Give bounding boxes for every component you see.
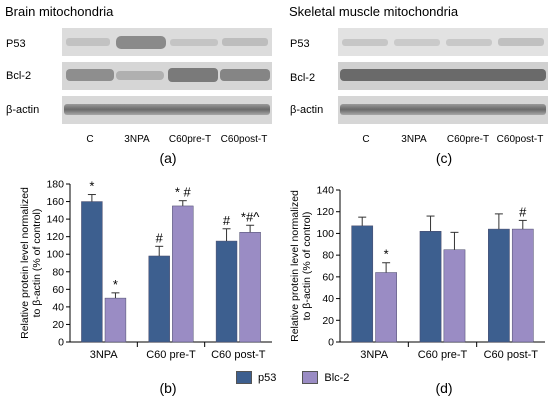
- y-tick-label: 120: [46, 231, 64, 243]
- blot-band: [498, 38, 544, 46]
- bar-p53: [351, 225, 374, 343]
- bar-p53: [488, 228, 510, 343]
- y-tick-label: 180: [46, 179, 64, 191]
- panel-letter-a: (a): [159, 150, 177, 166]
- significance-mark: *: [113, 277, 118, 292]
- significance-mark: *#^: [241, 209, 260, 224]
- lane-label-left-c60post: C60post-T: [220, 134, 268, 145]
- panel-letter-d: (d): [435, 380, 453, 396]
- legend-label-p53: p53: [258, 371, 277, 384]
- y-tick-label: 160: [46, 196, 64, 208]
- blot-label-p53-left: P53: [6, 38, 26, 50]
- lane-label-left-3npa: 3NPA: [124, 134, 150, 145]
- y-tick-label: 60: [322, 271, 334, 283]
- legend-label-blc2: Blc-2: [324, 371, 350, 384]
- y-tick-label: 120: [316, 206, 334, 218]
- y-tick-label: 40: [322, 293, 334, 305]
- blot-band: [394, 39, 440, 46]
- blot-band: [168, 68, 218, 82]
- significance-mark: #: [156, 230, 164, 245]
- blot-band: [222, 38, 268, 46]
- right-western-blot: [338, 28, 548, 124]
- y-tick-label: 80: [52, 266, 64, 278]
- blot-band: [66, 69, 114, 81]
- blot-band: [446, 39, 492, 46]
- bar-p53: [81, 201, 103, 343]
- panel-letter-b: (b): [159, 380, 177, 396]
- left-panel-title: Brain mitochondria: [5, 4, 114, 19]
- x-category-label: 3NPA: [90, 349, 119, 361]
- y-tick-label: 140: [316, 185, 334, 197]
- bar-p53: [148, 255, 170, 343]
- significance-mark: #: [519, 204, 527, 219]
- y-tick-label: 140: [46, 214, 64, 226]
- y-tick-label: 40: [52, 301, 64, 313]
- bar-chart-d: Relative protein level normalizedto β-ac…: [289, 185, 545, 361]
- bar-blc-2: [172, 205, 194, 343]
- y-tick-label: 100: [46, 249, 64, 261]
- lane-label-left-c60pre: C60pre-T: [168, 134, 212, 145]
- y-tick-label: 100: [316, 228, 334, 240]
- legend: p53 Blc-2: [236, 371, 349, 384]
- blot-band: [220, 69, 270, 81]
- blot-band: [66, 38, 110, 46]
- bar-chart-b: Relative protein level normalizedto β-ac…: [19, 179, 272, 361]
- lane-label-right-3npa: 3NPA: [401, 134, 427, 145]
- panel-letter-c: (c): [435, 150, 453, 166]
- y-axis-label: Relative protein level normalizedto β-ac…: [19, 187, 43, 339]
- significance-mark: *: [89, 179, 94, 194]
- bar-blc-2: [104, 297, 127, 343]
- y-tick-label: 80: [322, 250, 334, 262]
- blot-label-p53-right: P53: [290, 38, 310, 50]
- left-western-blot: [62, 28, 272, 124]
- blot-band: [340, 104, 546, 115]
- lane-label-right-c: C: [362, 134, 370, 145]
- y-tick-label: 20: [322, 315, 334, 327]
- blot-label-bactin-right: β-actin: [290, 104, 324, 116]
- y-tick-label: 0: [58, 337, 64, 349]
- blot-band: [340, 69, 546, 81]
- bar-p53: [215, 240, 238, 343]
- blot-band: [170, 39, 218, 46]
- bar-blc-2: [443, 249, 466, 343]
- x-category-label: C60 post-T: [484, 349, 539, 361]
- y-tick-label: 0: [328, 337, 334, 349]
- bar-blc-2: [239, 232, 261, 343]
- blot-band: [342, 39, 388, 46]
- x-category-label: C60 post-T: [211, 349, 266, 361]
- significance-mark: *: [384, 247, 389, 262]
- x-category-label: C60 pre-T: [146, 349, 196, 361]
- legend-swatch-blc2: [302, 371, 319, 384]
- blot-label-bcl2-right: Bcl-2: [290, 72, 316, 84]
- bar-blc-2: [511, 228, 534, 343]
- blot-label-bactin-left: β-actin: [6, 104, 40, 116]
- legend-swatch-p53: [236, 371, 252, 384]
- blot-band: [116, 36, 166, 49]
- lane-label-right-c60pre: C60pre-T: [446, 134, 490, 145]
- lane-label-left-c: C: [86, 134, 94, 145]
- blot-label-bcl2-left: Bcl-2: [6, 70, 32, 82]
- blot-band: [64, 104, 270, 115]
- x-category-label: C60 pre-T: [418, 349, 468, 361]
- lane-label-right-c60post: C60post-T: [496, 134, 544, 145]
- significance-mark: #: [223, 213, 231, 228]
- x-category-label: 3NPA: [360, 349, 389, 361]
- blot-band: [116, 71, 164, 80]
- right-panel-title: Skeletal muscle mitochondria: [289, 4, 459, 19]
- significance-mark: * #: [175, 185, 192, 200]
- bar-blc-2: [375, 272, 397, 343]
- bar-p53: [419, 231, 442, 343]
- y-tick-label: 20: [52, 319, 64, 331]
- y-axis-label: Relative protein level normalizedto β-ac…: [289, 190, 313, 342]
- y-tick-label: 60: [52, 284, 64, 296]
